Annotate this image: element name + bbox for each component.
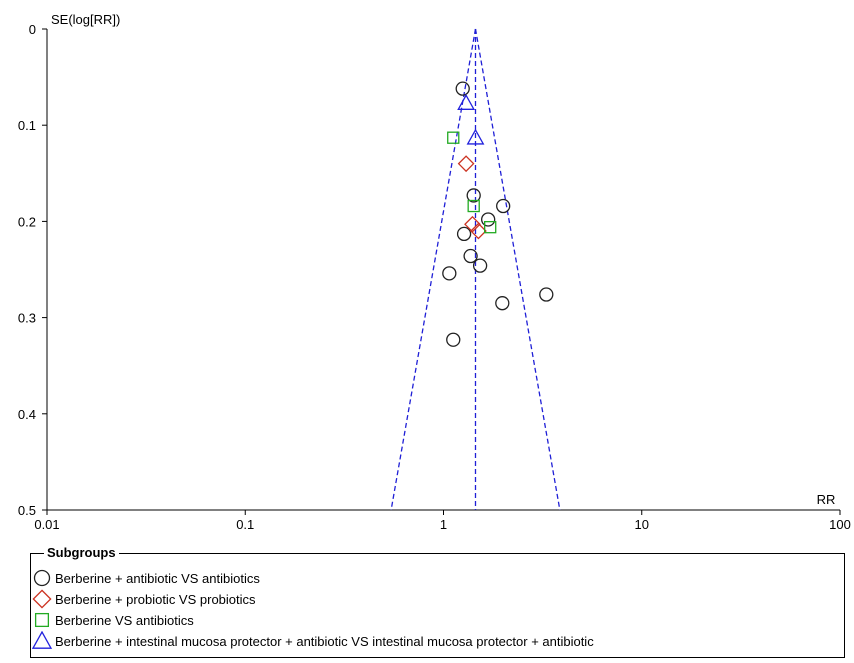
legend-marker-diamond [32, 589, 52, 609]
data-point-triangle [457, 93, 475, 110]
legend-label: Berberine + probiotic VS probiotics [55, 591, 256, 607]
data-point-circle [463, 248, 478, 264]
data-points [442, 81, 554, 347]
data-point-circle [455, 81, 470, 96]
data-point-circle [496, 198, 511, 214]
y-axis-label: SE(log[RR]) [51, 12, 120, 27]
y-ticks: 0 0.1 0.2 0.3 0.4 0.5 [18, 22, 47, 518]
y-tick-label: 0.3 [18, 311, 36, 326]
data-point-square [484, 220, 497, 234]
legend-symbol-circle [33, 569, 51, 587]
legend-symbol-triangle [32, 631, 53, 649]
data-point-triangle [466, 128, 485, 145]
y-tick-label: 0.5 [18, 503, 36, 518]
legend-marker-circle [33, 569, 51, 587]
legend-label: Berberine + intestinal mucosa protector … [55, 633, 594, 649]
legend-item: Berberine VS antibiotics [32, 610, 194, 630]
y-tick-label: 0.4 [18, 407, 36, 422]
legend-box [30, 553, 845, 658]
data-point-circle [442, 266, 457, 281]
data-point-circle [495, 296, 510, 311]
legend-symbol-square [34, 612, 50, 628]
funnel-plot: 0 0.1 0.2 0.3 0.4 0.5 0.01 0.1 1 10 100 SE(log[RR… [18, 12, 851, 532]
legend-item: Berberine + antibiotic VS antibiotics [32, 568, 260, 588]
x-tick-label: 10 [635, 517, 649, 532]
data-point-circle [446, 332, 461, 347]
legend-symbol-diamond [32, 589, 52, 609]
legend-item: Berberine + intestinal mucosa protector … [32, 631, 594, 651]
legend-label: Berberine + antibiotic VS antibiotics [55, 570, 260, 586]
data-point-square [467, 199, 480, 213]
data-point-circle [472, 258, 488, 273]
legend-title: Subgroups [44, 546, 119, 560]
x-tick-label: 100 [829, 517, 851, 532]
legend-marker-triangle [32, 631, 53, 649]
x-ticks: 0.01 0.1 1 10 100 [34, 510, 851, 532]
data-point-circle [456, 226, 472, 242]
y-tick-label: 0.2 [18, 214, 36, 229]
data-point-diamond [457, 155, 475, 173]
x-tick-label: 0.1 [236, 517, 254, 532]
data-point-square [447, 131, 460, 144]
x-tick-label: 0.01 [34, 517, 59, 532]
legend-marker-square [34, 612, 50, 628]
x-axis-label: RR [817, 492, 836, 507]
data-point-circle [466, 188, 481, 203]
legend-label: Berberine VS antibiotics [55, 612, 194, 628]
y-tick-label: 0.1 [18, 118, 36, 133]
data-point-circle [481, 212, 496, 227]
x-tick-label: 1 [440, 517, 447, 532]
data-point-circle [539, 287, 554, 302]
legend-item: Berberine + probiotic VS probiotics [32, 589, 256, 609]
funnel-right-limit [474, 28, 561, 511]
y-tick-label: 0 [29, 22, 36, 37]
data-point-diamond [470, 222, 487, 240]
